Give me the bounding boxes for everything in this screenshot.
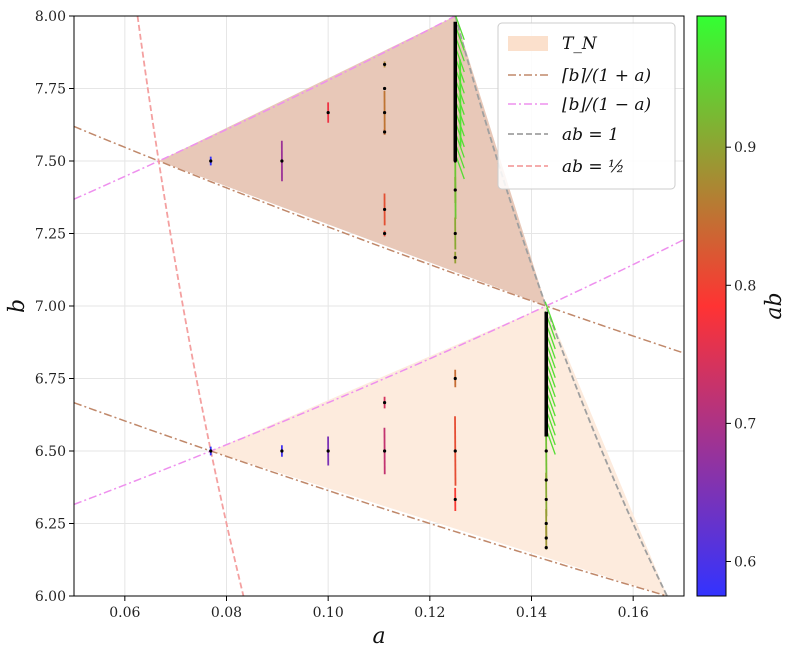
data-point xyxy=(209,159,213,163)
data-point xyxy=(382,449,387,453)
data-point xyxy=(453,159,457,163)
legend-label-ab1: ab = 1 xyxy=(562,125,619,145)
data-point xyxy=(382,62,387,67)
data-point xyxy=(382,86,387,91)
y-ticks: 6.00 6.25 6.50 6.75 7.00 7.25 7.50 7.75 8.00 xyxy=(35,9,74,605)
x-tick-label: 0.06 xyxy=(109,605,140,621)
data-point xyxy=(453,101,457,105)
x-tick-label: 0.16 xyxy=(618,605,649,621)
x-axis-label: a xyxy=(372,624,385,649)
data-segment-fan xyxy=(544,301,556,331)
data-point xyxy=(544,545,548,550)
colorbar: 0.6 0.7 0.8 0.9 ab xyxy=(696,15,787,597)
data-point xyxy=(453,130,457,134)
data-point xyxy=(544,497,548,502)
colorbar-ticks: 0.6 0.7 0.8 0.9 xyxy=(726,140,756,570)
y-tick-label: 7.00 xyxy=(35,299,66,315)
data-point xyxy=(382,231,387,236)
data-point xyxy=(453,188,457,192)
data-point xyxy=(209,449,213,453)
colorbar-tick-label: 0.9 xyxy=(734,140,756,156)
data-point xyxy=(544,478,548,482)
y-tick-label: 7.50 xyxy=(35,154,66,170)
data-point xyxy=(280,159,284,163)
x-ticks: 0.06 0.08 0.10 0.12 0.14 0.16 xyxy=(109,596,649,621)
legend-label-ceil: ⌈b⌉/(1 + a) xyxy=(562,66,651,86)
data-point xyxy=(544,536,548,540)
legend-label-tn: T_N xyxy=(562,34,598,54)
region-tn xyxy=(158,16,547,306)
y-axis-label: b xyxy=(5,299,30,313)
data-point xyxy=(453,376,457,381)
data-point xyxy=(326,110,330,115)
data-point xyxy=(453,255,457,260)
x-tick-label: 0.08 xyxy=(211,605,242,621)
data-point xyxy=(326,449,330,453)
legend: T_N ⌈b⌉/(1 + a) ⌊b⌋/(1 − a) ab = 1 ab = … xyxy=(497,22,676,190)
curve-line xyxy=(454,16,668,596)
legend-swatch-tn xyxy=(508,36,548,51)
y-tick-label: 7.75 xyxy=(35,82,66,98)
data-point xyxy=(382,110,387,115)
curves xyxy=(74,16,684,596)
region-tn xyxy=(210,306,668,596)
y-tick-label: 6.00 xyxy=(35,589,66,605)
legend-box xyxy=(497,22,676,190)
data-point xyxy=(280,449,284,453)
regions xyxy=(158,16,668,596)
x-tick-label: 0.14 xyxy=(516,605,547,621)
curve-line xyxy=(74,125,684,354)
y-tick-label: 6.25 xyxy=(35,517,66,533)
data-point xyxy=(544,449,548,453)
data-point xyxy=(382,130,387,134)
colorbar-gradient xyxy=(696,15,727,597)
y-tick-label: 6.50 xyxy=(35,444,66,460)
data-point xyxy=(382,207,387,212)
colorbar-tick-label: 0.6 xyxy=(734,554,756,570)
curve-line xyxy=(74,16,457,200)
y-tick-label: 6.75 xyxy=(35,372,66,388)
data-point xyxy=(382,400,387,405)
colorbar-tick-label: 0.8 xyxy=(734,278,756,294)
dots xyxy=(209,62,548,550)
legend-label-abhalf: ab = ½ xyxy=(562,157,625,177)
data-point xyxy=(544,521,548,526)
data-point xyxy=(453,231,457,236)
legend-label-floor: ⌊b⌋/(1 − a) xyxy=(562,95,651,115)
x-tick-label: 0.10 xyxy=(313,605,344,621)
curve-line xyxy=(74,401,670,596)
y-tick-label: 7.25 xyxy=(35,227,66,243)
x-tick-label: 0.12 xyxy=(414,605,445,621)
data-point xyxy=(453,449,457,453)
colorbar-tick-label: 0.7 xyxy=(734,416,756,432)
colorbar-label: ab xyxy=(762,292,787,319)
data-point xyxy=(544,420,548,424)
data-point xyxy=(453,497,457,502)
y-tick-label: 8.00 xyxy=(35,9,66,25)
curve-line xyxy=(136,16,245,596)
